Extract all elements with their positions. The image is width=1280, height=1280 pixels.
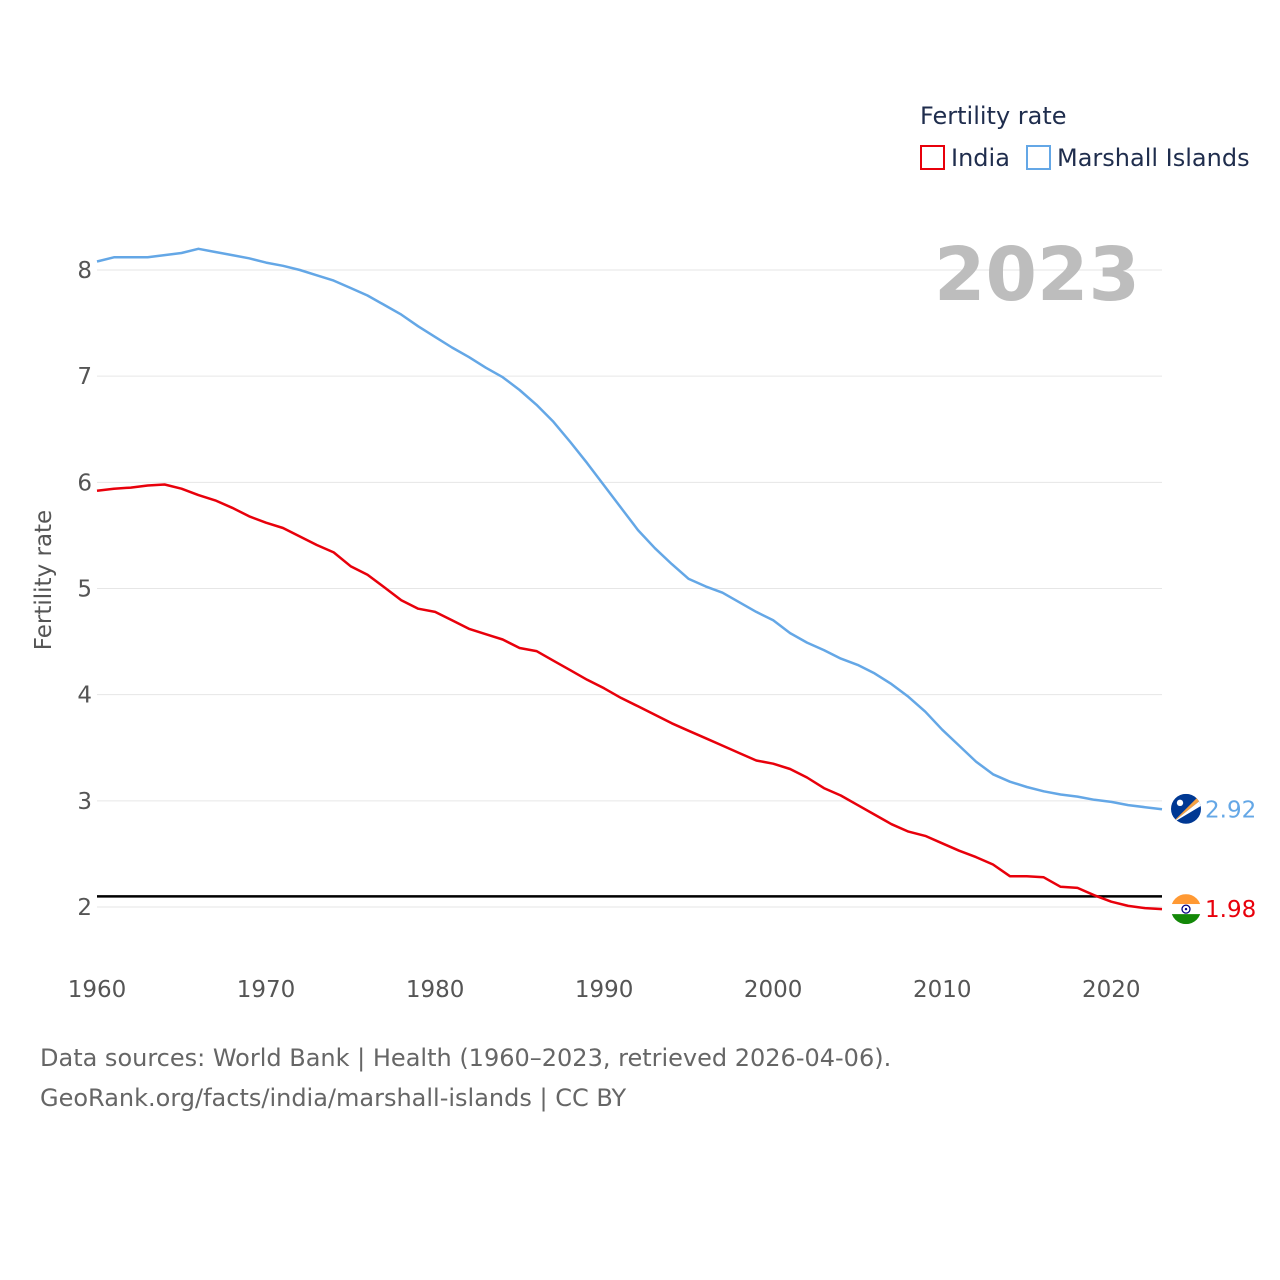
gridlines [97,269,1162,908]
marshall-islands-flag-icon [1171,793,1201,824]
y-tick-label-6: 6 [77,470,92,496]
x-axis-ticks: 1960 1970 1980 1990 2000 2010 2020 [68,977,1141,1003]
legend-label-marshall-islands: Marshall Islands [1057,144,1250,172]
x-tick-label-2020: 2020 [1082,977,1141,1003]
series-lines [96,247,1163,911]
y-tick-label-3: 3 [77,789,92,815]
legend: Fertility rate India Marshall Islands [920,102,1250,172]
x-tick-label-1990: 1990 [575,977,634,1003]
current-year-label: 2023 [934,232,1140,318]
legend-title: Fertility rate [920,102,1067,130]
y-tick-label-2: 2 [77,895,92,921]
y-tick-label-4: 4 [77,683,92,709]
y-axis-ticks: 2 3 4 5 6 7 8 [77,258,92,921]
y-tick-label-5: 5 [77,577,92,603]
source-line-2: GeoRank.org/facts/india/marshall-islands… [40,1084,627,1112]
source-line-1: Data sources: World Bank | Health (1960–… [40,1044,892,1072]
y-tick-label-8: 8 [77,258,92,284]
y-axis-label: Fertility rate [31,510,57,650]
x-tick-label-2010: 2010 [913,977,972,1003]
x-tick-label-1970: 1970 [237,977,296,1003]
x-tick-label-2000: 2000 [744,977,803,1003]
end-label-marshall-islands: 2.92 [1205,797,1256,823]
series-line-marshall-islands [96,247,1163,811]
india-flag-icon [1171,894,1201,925]
legend-swatch-india [920,145,945,170]
series-line-india [96,483,1163,911]
legend-swatch-marshall-islands [1026,145,1051,170]
end-label-india: 1.98 [1205,897,1256,923]
x-tick-label-1980: 1980 [406,977,465,1003]
legend-label-india: India [951,144,1010,172]
y-tick-label-7: 7 [77,364,92,390]
x-tick-label-1960: 1960 [68,977,127,1003]
